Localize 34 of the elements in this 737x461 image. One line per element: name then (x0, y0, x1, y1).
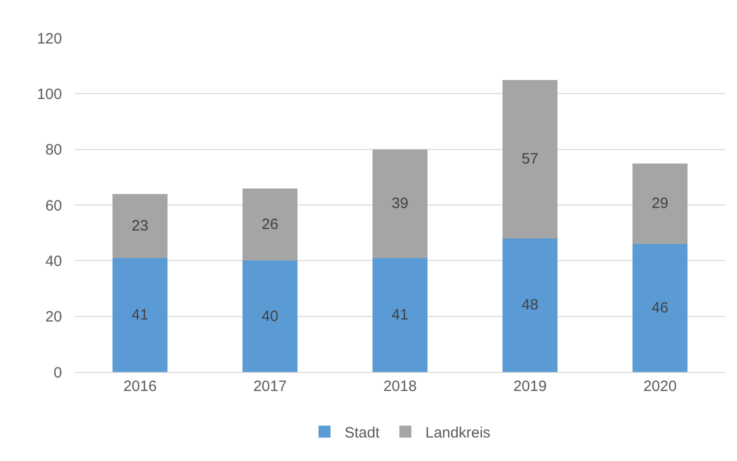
data-label: 29 (652, 195, 668, 212)
bar (372, 149, 428, 258)
legend-label: Stadt (344, 424, 380, 442)
bar (502, 80, 558, 238)
bar (372, 258, 428, 372)
x-tick-label: 2016 (123, 378, 157, 395)
data-label: 41 (392, 306, 408, 324)
bar (242, 260, 298, 372)
legend-label: Landkreis (425, 424, 490, 442)
x-tick-label: 2017 (253, 378, 287, 395)
x-tick-label: 2020 (643, 378, 677, 395)
y-tick-label: 0 (54, 364, 62, 382)
data-label: 41 (132, 306, 148, 324)
x-tick-label: 2019 (513, 378, 547, 395)
y-tick-label: 80 (45, 142, 62, 159)
bar (112, 258, 168, 372)
bar (112, 194, 168, 258)
y-tick-label: 100 (36, 86, 62, 103)
bar (242, 188, 298, 261)
data-label: 46 (652, 299, 668, 316)
y-tick-label: 20 (45, 308, 62, 326)
data-label: 39 (392, 195, 408, 212)
y-tick-label: 60 (45, 197, 62, 214)
data-label: 48 (522, 296, 538, 314)
bar (632, 244, 688, 372)
data-label: 57 (522, 150, 538, 168)
data-label: 40 (262, 308, 278, 325)
x-tick-label: 2018 (383, 378, 417, 395)
data-label: 26 (262, 216, 278, 233)
y-tick-label: 40 (45, 252, 62, 270)
data-label: 23 (132, 217, 148, 234)
y-tick-label: 120 (36, 30, 62, 48)
bar (502, 238, 558, 372)
bar (632, 163, 688, 244)
